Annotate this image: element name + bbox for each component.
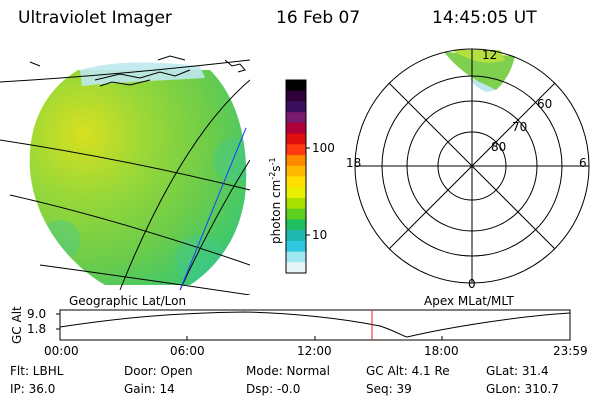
uv-image — [29, 62, 247, 285]
color-bar-frame — [285, 79, 307, 274]
mlt-label-12: 12 — [482, 48, 498, 62]
altitude-curve — [59, 311, 571, 338]
info-gc-alt: GC Alt: 4.1 Re — [366, 364, 450, 378]
color-bar-segment — [286, 122, 306, 135]
terminator-line — [179, 127, 247, 291]
coastline — [29, 55, 246, 87]
polar-plot — [354, 48, 590, 284]
color-bar-segment — [286, 112, 306, 124]
cb-label-10: 10 — [312, 228, 328, 242]
date-label: 16 Feb 07 — [276, 8, 361, 28]
color-bar-segment — [286, 90, 306, 103]
mlt-label-0: 0 — [468, 277, 476, 291]
xtick-1200: 12:00 — [297, 344, 332, 358]
info-flt: Flt: LBHL — [10, 364, 64, 378]
color-bar-segment — [286, 155, 306, 167]
color-bar-segment — [286, 165, 306, 178]
info-seq: Seq: 39 — [366, 382, 412, 396]
color-bar-segment — [286, 262, 306, 274]
color-bar-segment — [286, 144, 306, 156]
color-bar-segment — [286, 251, 306, 263]
xtick-0600: 06:00 — [170, 344, 205, 358]
instrument-title: Ultraviolet Imager — [18, 8, 172, 28]
altitude-plot — [56, 309, 571, 341]
info-glat: GLat: 31.4 — [486, 364, 549, 378]
color-bar-segment — [286, 101, 306, 113]
color-bar-segment — [286, 230, 306, 242]
info-mode: Mode: Normal — [246, 364, 330, 378]
info-dsp: Dsp: -0.0 — [246, 382, 301, 396]
color-bar-segment — [286, 80, 306, 92]
color-bar — [286, 80, 306, 274]
color-bar-segment — [286, 219, 306, 231]
altitude-ylabel: GC Alt — [10, 306, 24, 344]
xtick-2359: 23:59 — [553, 344, 588, 358]
mlt-label-18: 18 — [346, 156, 362, 170]
mlat-label-70: 70 — [512, 120, 528, 134]
mlat-label-60: 60 — [537, 97, 553, 111]
info-gain: Gain: 14 — [124, 382, 175, 396]
lat-lon-grid — [0, 59, 250, 295]
color-bar-segment — [286, 187, 306, 199]
info-glon: GLon: 310.7 — [486, 382, 559, 396]
mlt-label-6: 6 — [579, 156, 587, 170]
color-bar-segment — [286, 176, 306, 188]
geo-caption: Geographic Lat/Lon — [69, 294, 187, 308]
time-label: 14:45:05 UT — [432, 8, 537, 28]
color-bar-segment — [286, 240, 306, 253]
color-bar-segment — [286, 133, 306, 145]
cb-label-100: 100 — [312, 141, 335, 155]
color-bar-segment — [286, 208, 306, 220]
info-ip: IP: 36.0 — [10, 382, 56, 396]
xtick-1800: 18:00 — [424, 344, 459, 358]
colorbar-unit-label: photon cm-2s-1 — [268, 157, 283, 244]
xtick-0000: 00:00 — [44, 344, 79, 358]
polar-caption: Apex MLat/MLT — [424, 294, 514, 308]
ytick-9: 9.0 — [27, 307, 47, 321]
color-bar-segment — [286, 197, 306, 210]
mlat-label-80: 80 — [491, 140, 507, 154]
info-door: Door: Open — [124, 364, 193, 378]
ytick-1-8: 1.8 — [27, 322, 47, 336]
